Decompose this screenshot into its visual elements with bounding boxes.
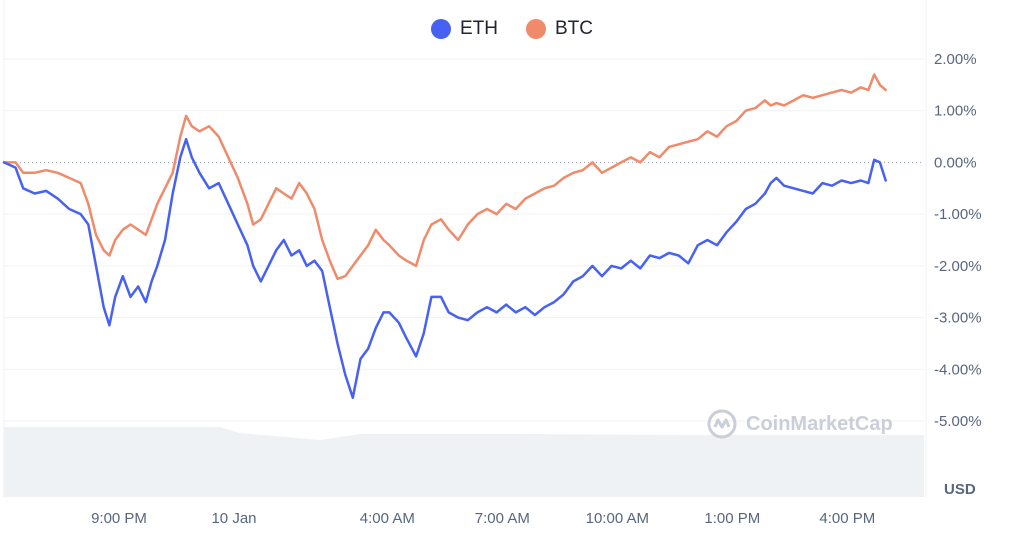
- legend-label-eth: ETH: [460, 18, 498, 39]
- y-tick-label: -3.00%: [934, 310, 982, 327]
- x-axis-ticks: 9:00 PM 10 Jan 4:00 AM 7:00 AM 10:00 AM 1:00 …: [91, 510, 875, 527]
- x-tick-label: 10:00 AM: [586, 510, 649, 527]
- chart-grid: [3, 0, 927, 498]
- y-tick-label: -2.00%: [934, 258, 982, 275]
- x-tick-label: 4:00 PM: [819, 510, 875, 527]
- y-tick-label: 2.00%: [934, 51, 977, 68]
- x-tick-label: 4:00 AM: [360, 510, 415, 527]
- btc-legend-dot-icon: [526, 19, 546, 39]
- y-tick-label: -5.00%: [934, 413, 982, 430]
- volume-area: [4, 427, 924, 497]
- chart-legend: ETH BTC: [0, 18, 1024, 40]
- y-tick-label: -1.00%: [934, 206, 982, 223]
- y-tick-label: 1.00%: [934, 103, 977, 120]
- legend-item-eth[interactable]: ETH: [431, 18, 498, 40]
- legend-label-btc: BTC: [555, 18, 593, 39]
- series-lines[interactable]: [2, 73, 887, 399]
- series-line-btc[interactable]: [2, 73, 887, 281]
- volume-band: [4, 427, 924, 497]
- x-tick-label: 10 Jan: [211, 510, 256, 527]
- eth-legend-dot-icon: [431, 19, 451, 39]
- watermark-text: CoinMarketCap: [746, 412, 893, 435]
- y-axis-ticks: 2.00% 1.00% 0.00% -1.00% -2.00% -3.00% -4.00% -…: [934, 51, 982, 430]
- y-tick-label: 0.00%: [934, 154, 977, 171]
- series-line-eth[interactable]: [2, 137, 887, 399]
- currency-label: USD: [944, 481, 976, 498]
- x-tick-label: 7:00 AM: [475, 510, 530, 527]
- coinmarketcap-watermark: CoinMarketCap: [706, 408, 893, 440]
- x-tick-label: 9:00 PM: [91, 510, 147, 527]
- legend-item-btc[interactable]: BTC: [526, 18, 593, 40]
- coinmarketcap-logo-icon: [707, 409, 737, 439]
- x-tick-label: 1:00 PM: [704, 510, 760, 527]
- y-tick-label: -4.00%: [934, 361, 982, 378]
